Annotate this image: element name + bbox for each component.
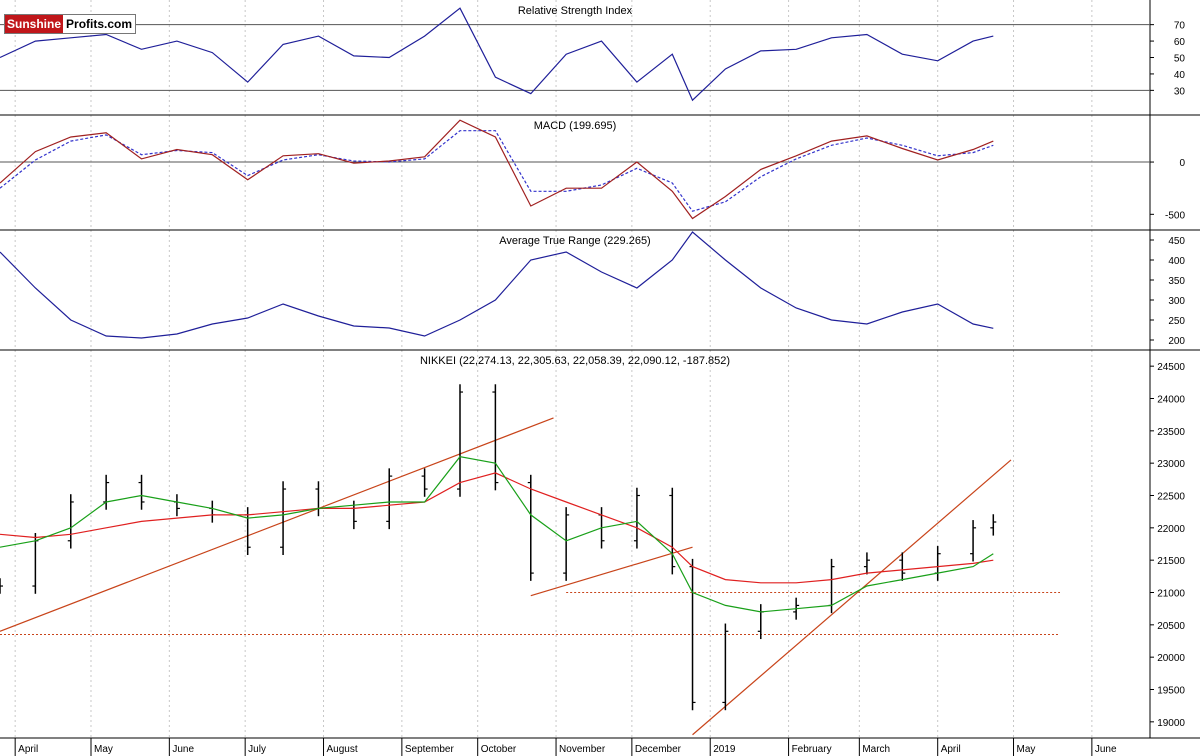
price-tick-label: 21500 (1157, 556, 1185, 567)
price-tick-label: 24000 (1157, 395, 1185, 406)
price-tick-label: 20000 (1157, 653, 1185, 664)
rsi-tick-label: 40 (1174, 70, 1186, 81)
atr-tick-label: 350 (1168, 276, 1185, 287)
x-tick-label: May (94, 744, 113, 755)
rsi-tick-label: 50 (1174, 54, 1186, 65)
macd-tick-label: 0 (1179, 158, 1185, 169)
rsi-title: Relative Strength Index (518, 5, 633, 17)
moving-average-long (0, 472, 994, 584)
macd-line (0, 119, 994, 220)
atr-tick-label: 200 (1168, 336, 1185, 347)
price-tick-label: 22500 (1157, 492, 1185, 503)
price-tick-label: 20500 (1157, 621, 1185, 632)
rsi-tick-label: 30 (1174, 86, 1186, 97)
atr-line (0, 231, 994, 339)
price-tick-label: 21000 (1157, 589, 1185, 600)
x-tick-label: May (1017, 744, 1036, 755)
x-tick-label: 2019 (713, 744, 736, 755)
price-tick-label: 24500 (1157, 362, 1185, 373)
sunshine-profits-logo: Sunshine Profits.com (4, 14, 137, 34)
atr-tick-label: 300 (1168, 296, 1185, 307)
macd-tick-label: -500 (1165, 210, 1185, 221)
trendline (530, 546, 693, 597)
x-tick-label: June (172, 744, 194, 755)
x-tick-label: February (792, 744, 832, 755)
rsi-line (0, 7, 994, 102)
x-tick-label: March (862, 744, 890, 755)
x-tick-label: October (481, 744, 517, 755)
price-tick-label: 23500 (1157, 427, 1185, 438)
moving-average-short (0, 456, 994, 613)
rsi-tick-label: 60 (1174, 37, 1186, 48)
x-tick-label: April (18, 744, 38, 755)
atr-tick-label: 400 (1168, 256, 1185, 267)
logo-part-1: Sunshine (5, 15, 64, 33)
atr-title: Average True Range (229.265) (499, 235, 650, 247)
logo-part-2: Profits.com (66, 17, 133, 31)
x-tick-label: April (941, 744, 961, 755)
x-tick-label: September (405, 744, 455, 755)
x-tick-label: July (248, 744, 266, 755)
trendline (0, 417, 554, 632)
x-tick-label: August (327, 744, 358, 755)
price-tick-label: 23000 (1157, 459, 1185, 470)
x-tick-label: November (559, 744, 606, 755)
macd-signal-line (0, 130, 994, 212)
price-tick-label: 22000 (1157, 524, 1185, 535)
price-tick-label: 19500 (1157, 686, 1185, 697)
price-title: NIKKEI (22,274.13, 22,305.63, 22,058.39,… (420, 355, 730, 367)
price-tick-label: 19000 (1157, 718, 1185, 729)
rsi-tick-label: 70 (1174, 21, 1186, 32)
x-tick-label: June (1095, 744, 1117, 755)
x-tick-label: December (635, 744, 682, 755)
macd-title: MACD (199.695) (534, 120, 617, 132)
atr-tick-label: 250 (1168, 316, 1185, 327)
atr-tick-label: 450 (1168, 236, 1185, 247)
trendline (692, 459, 1012, 736)
